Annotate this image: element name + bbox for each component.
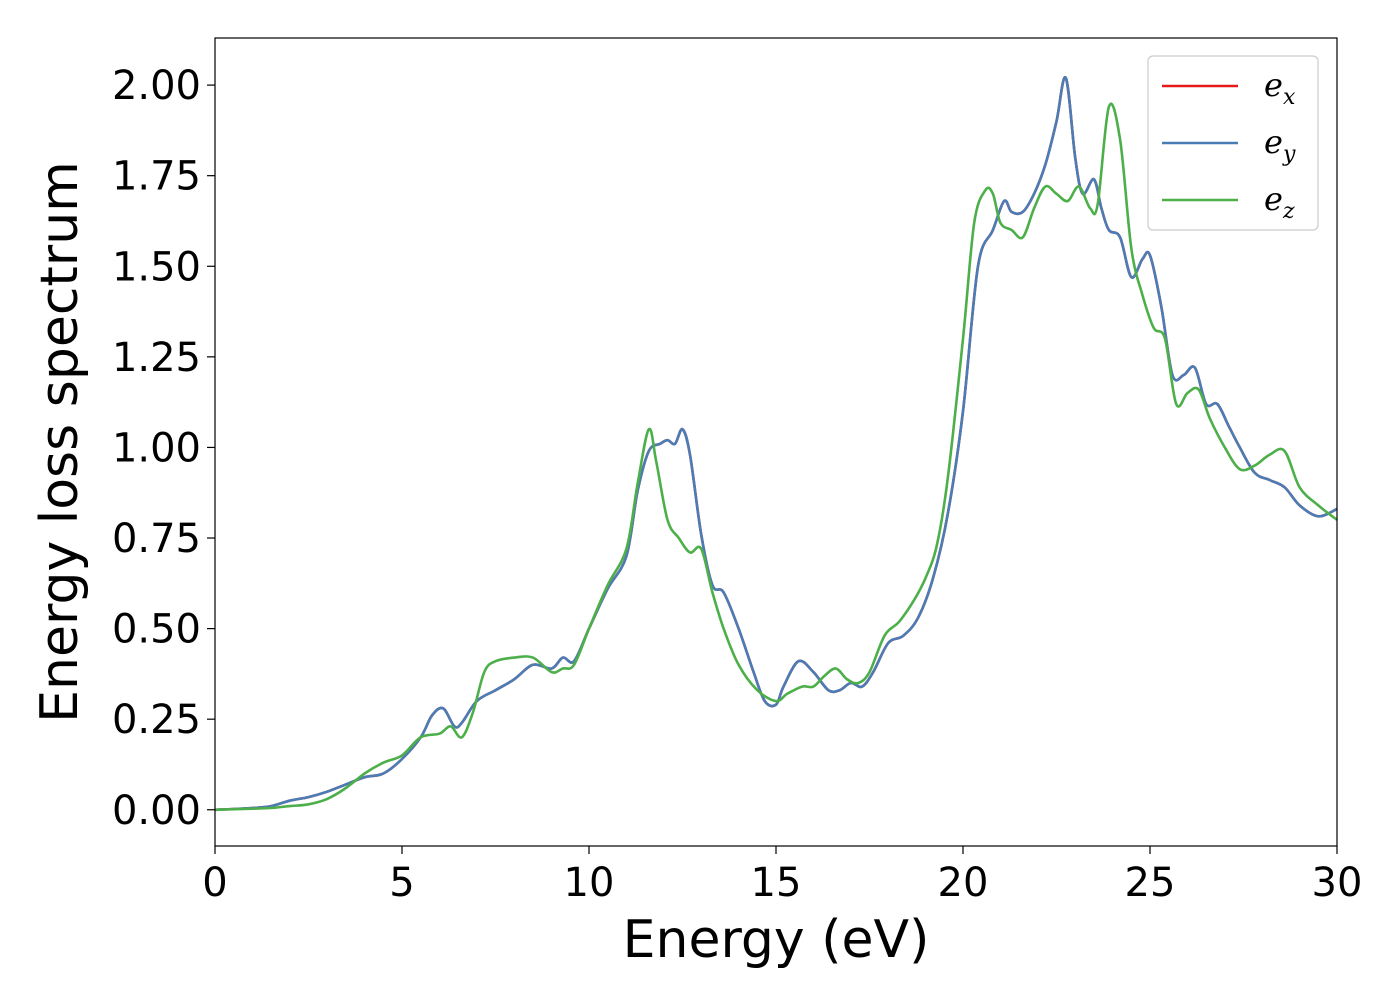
y-tick-label: 1.75 (112, 154, 201, 200)
x-tick-label: 5 (389, 860, 414, 906)
x-tick-label: 15 (751, 860, 802, 906)
y-tick-label: 0.75 (112, 516, 201, 562)
x-tick-label: 20 (938, 860, 989, 906)
y-tick-label: 1.25 (112, 335, 201, 381)
y-tick-label: 1.00 (112, 425, 201, 471)
y-axis-title: Energy loss spectrum (30, 161, 90, 723)
x-tick-label: 0 (202, 860, 227, 906)
y-tick-label: 0.25 (112, 697, 201, 743)
x-tick-label: 25 (1125, 860, 1176, 906)
legend-label-ez: ez (1264, 180, 1295, 224)
x-axis-title: Energy (eV) (623, 910, 930, 970)
x-tick-label: 10 (564, 860, 615, 906)
y-tick-label: 1.50 (112, 244, 201, 290)
series-layer (214, 76, 1338, 812)
x-tick-label: 30 (1312, 860, 1363, 906)
legend-label-ey: ey (1264, 123, 1296, 167)
legend-label-ex: ex (1264, 66, 1296, 110)
series-line-ez (214, 102, 1338, 812)
y-tick-label: 0.50 (112, 607, 201, 653)
y-tick-label: 2.00 (112, 63, 201, 109)
x-axis-ticks: 0 5 10 15 20 25 30 (202, 846, 1362, 906)
y-tick-label: 0.00 (112, 788, 201, 834)
y-axis-ticks: 0.00 0.25 0.50 0.75 1.00 1.25 1.50 1.75 2.00 (112, 63, 215, 834)
legend: ex ey ez (1147, 55, 1319, 231)
series-line-ey (214, 76, 1338, 812)
